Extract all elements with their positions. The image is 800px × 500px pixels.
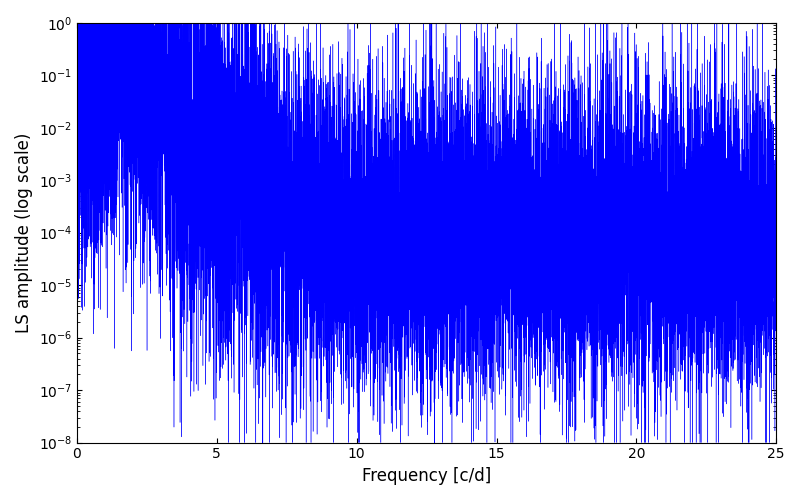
X-axis label: Frequency [c/d]: Frequency [c/d] bbox=[362, 467, 491, 485]
Y-axis label: LS amplitude (log scale): LS amplitude (log scale) bbox=[15, 132, 33, 333]
